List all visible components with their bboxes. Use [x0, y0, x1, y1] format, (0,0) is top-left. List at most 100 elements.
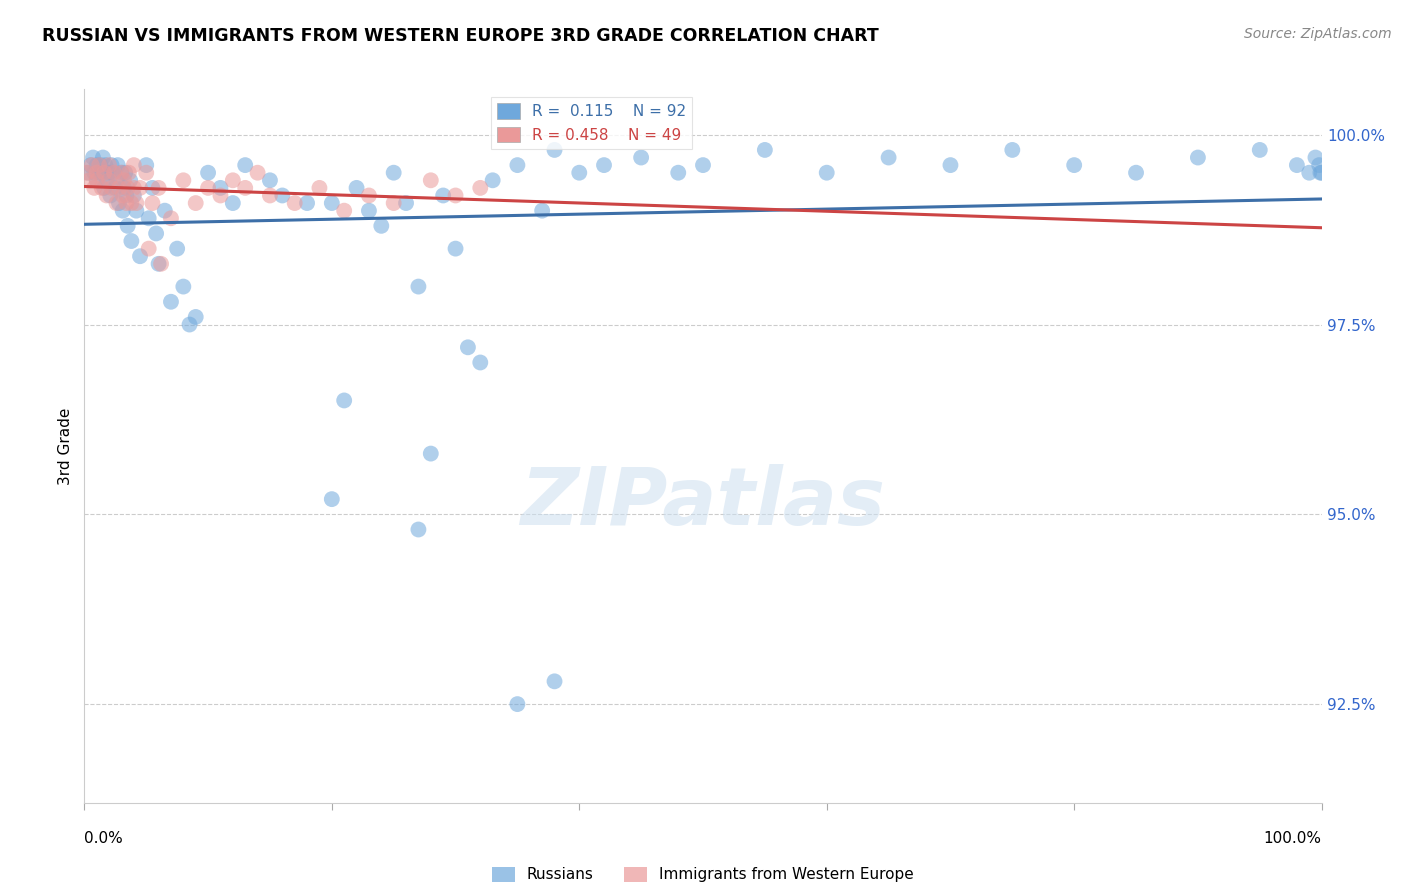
Point [77, 166, 100, 180]
Point [1305, 151, 1327, 165]
Point [531, 203, 554, 218]
Point [141, 196, 163, 211]
Point [105, 196, 128, 211]
Point [93, 166, 115, 180]
Point [110, 166, 132, 180]
Point [395, 196, 418, 211]
Point [370, 219, 392, 233]
Point [184, 196, 207, 211]
Point [79, 173, 101, 187]
Text: ZIPatlas: ZIPatlas [520, 464, 886, 542]
Point [118, 166, 141, 180]
Point [470, 355, 492, 369]
Y-axis label: 3rd Grade: 3rd Grade [58, 408, 73, 484]
Point [93, 181, 115, 195]
Point [98, 173, 121, 187]
Point [117, 219, 139, 233]
Point [79, 158, 101, 172]
Point [197, 166, 219, 180]
Point [89, 166, 111, 180]
Point [160, 211, 183, 226]
Point [111, 188, 134, 202]
Point [209, 181, 232, 195]
Point [135, 166, 157, 180]
Point [98, 188, 121, 202]
Point [408, 279, 430, 293]
Point [145, 227, 167, 241]
Point [382, 166, 405, 180]
Point [105, 173, 128, 187]
Point [1187, 151, 1209, 165]
Point [457, 340, 479, 354]
Point [1308, 158, 1330, 172]
Point [754, 143, 776, 157]
Point [86, 158, 108, 172]
Point [408, 523, 430, 537]
Point [122, 181, 145, 195]
Point [222, 173, 245, 187]
Point [125, 203, 148, 218]
Point [444, 188, 467, 202]
Point [593, 158, 616, 172]
Point [90, 181, 112, 195]
Point [138, 242, 160, 256]
Point [543, 143, 565, 157]
Point [815, 166, 838, 180]
Point [271, 188, 294, 202]
Point [86, 166, 108, 180]
Point [135, 158, 157, 172]
Point [97, 166, 120, 180]
Point [111, 203, 134, 218]
Point [89, 158, 111, 172]
Point [90, 166, 112, 180]
Point [1298, 166, 1320, 180]
Text: RUSSIAN VS IMMIGRANTS FROM WESTERN EUROPE 3RD GRADE CORRELATION CHART: RUSSIAN VS IMMIGRANTS FROM WESTERN EUROP… [42, 27, 879, 45]
Point [100, 181, 122, 195]
Point [444, 242, 467, 256]
Point [138, 211, 160, 226]
Point [115, 196, 138, 211]
Point [333, 393, 356, 408]
Point [172, 173, 194, 187]
Point [666, 166, 689, 180]
Point [877, 151, 900, 165]
Point [321, 196, 343, 211]
Point [120, 173, 142, 187]
Point [120, 234, 142, 248]
Point [122, 188, 145, 202]
Text: 100.0%: 100.0% [1264, 831, 1322, 847]
Point [108, 181, 131, 195]
Point [129, 181, 152, 195]
Point [246, 166, 269, 180]
Point [1309, 166, 1331, 180]
Point [1249, 143, 1271, 157]
Point [80, 158, 103, 172]
Point [100, 158, 122, 172]
Point [506, 697, 529, 711]
Point [148, 257, 170, 271]
Point [89, 158, 111, 172]
Point [506, 158, 529, 172]
Point [481, 173, 503, 187]
Text: Source: ZipAtlas.com: Source: ZipAtlas.com [1244, 27, 1392, 41]
Point [91, 151, 114, 165]
Point [117, 181, 139, 195]
Point [104, 181, 127, 195]
Point [86, 173, 108, 187]
Point [150, 257, 173, 271]
Point [179, 318, 201, 332]
Point [98, 158, 121, 172]
Point [209, 188, 232, 202]
Point [120, 196, 142, 211]
Point [153, 203, 176, 218]
Point [1125, 166, 1147, 180]
Point [568, 166, 591, 180]
Point [141, 181, 163, 195]
Point [125, 196, 148, 211]
Point [103, 166, 125, 180]
Point [96, 173, 118, 187]
Point [129, 249, 152, 263]
Point [308, 181, 330, 195]
Point [432, 188, 454, 202]
Point [630, 151, 652, 165]
